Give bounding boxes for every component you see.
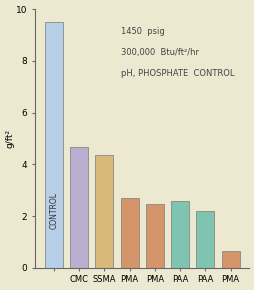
Text: CONTROL: CONTROL (49, 192, 58, 229)
Bar (196, 211, 214, 268)
Bar (221, 251, 239, 268)
Bar (95, 155, 113, 268)
Text: 300,000  Btu/ft²/hr: 300,000 Btu/ft²/hr (120, 48, 198, 57)
Bar (120, 198, 138, 268)
Bar (70, 148, 88, 268)
Y-axis label: g/ft²: g/ft² (6, 129, 14, 148)
Text: 1450  psig: 1450 psig (120, 27, 164, 36)
Text: pH, PHOSPHATE  CONTROL: pH, PHOSPHATE CONTROL (120, 68, 233, 77)
Bar (45, 22, 63, 268)
Bar (145, 204, 163, 268)
Bar (170, 200, 188, 268)
